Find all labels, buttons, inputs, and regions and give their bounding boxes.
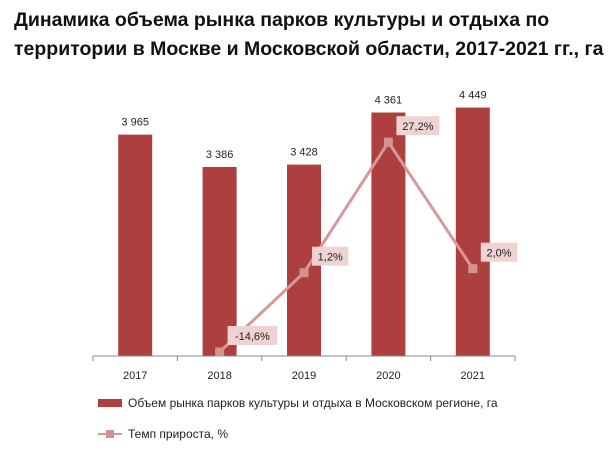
growth-marker-2019 [299,268,309,278]
svg-text:27,2%: 27,2% [402,121,433,133]
growth-label-2020: 27,2% [396,116,440,136]
chart-title: Динамика объема рынка парков культуры и … [14,9,604,60]
chart-plot: 3 965 3 386 3 428 4 361 4 449 -14,6% 1,2% 27,2… [92,90,518,382]
bar-label-2019: 3 428 [290,147,318,159]
x-tick-labels: 2017 2018 2019 2020 2021 [123,370,485,382]
x-label-2019: 2019 [292,370,316,382]
growth-label-2018: -14,6% [227,325,278,345]
legend-item-line: Темп прироста, % [98,424,498,444]
growth-marker-2020 [383,137,393,147]
x-label-2020: 2020 [376,370,400,382]
line-layer: -14,6% 1,2% 27,2% 2,0% [215,116,518,357]
bar-labels-layer: 3 965 3 386 3 428 4 361 4 449 [121,90,486,161]
svg-text:-14,6%: -14,6% [235,331,270,343]
bars-layer [118,107,490,356]
x-label-2021: 2021 [461,370,485,382]
bar-label-2020: 4 361 [375,95,403,107]
bar-2017 [118,134,153,356]
bar-2021 [455,107,490,356]
legend-bars-label: Объем рынка парков культуры и отдыха в М… [128,396,498,410]
ticks-layer [92,356,516,361]
x-label-2017: 2017 [123,370,147,382]
legend-bar-swatch [98,399,122,407]
svg-text:1,2%: 1,2% [318,252,343,264]
legend-line-label: Темп прироста, % [128,427,229,441]
bar-label-2018: 3 386 [206,149,234,161]
growth-label-2021: 2,0% [480,242,518,262]
growth-marker-2021 [468,264,478,274]
growth-line [218,140,475,354]
legend-item-bars: Объем рынка парков культуры и отдыха в М… [98,393,498,413]
bar-label-2021: 4 449 [459,90,487,102]
legend-line-swatch [98,429,122,439]
growth-label-2019: 1,2% [312,246,349,266]
bar-label-2017: 3 965 [121,117,149,129]
x-label-2018: 2018 [207,370,231,382]
legend: Объем рынка парков культуры и отдыха в М… [98,393,498,455]
bar-2020 [371,112,406,356]
growth-marker-2018 [215,347,225,357]
bar-2018 [202,166,237,356]
svg-text:2,0%: 2,0% [486,248,511,260]
